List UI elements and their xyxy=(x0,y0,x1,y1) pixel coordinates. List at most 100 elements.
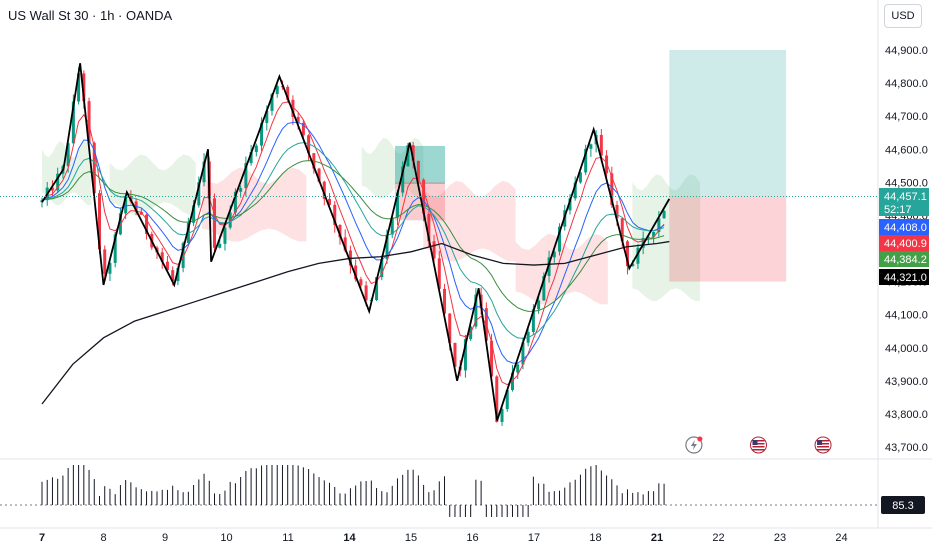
candle-body xyxy=(181,243,185,268)
candle-body xyxy=(662,211,666,219)
candle-body xyxy=(432,241,436,259)
candle-body xyxy=(558,226,562,252)
ichimoku-cloud-segment xyxy=(42,141,92,206)
candle-body xyxy=(542,275,546,301)
candle-body xyxy=(328,198,332,205)
x-tick-label: 9 xyxy=(162,532,168,544)
zigzag-path[interactable] xyxy=(41,63,671,421)
x-tick-label: 11 xyxy=(282,532,293,544)
long-position-tool[interactable] xyxy=(395,50,787,282)
candle-body xyxy=(118,213,122,235)
candle-body xyxy=(610,173,614,205)
y-tick-label: 43,700.0 xyxy=(885,442,928,454)
candle-body xyxy=(176,267,180,282)
price-badge-label: 44,321.0 xyxy=(884,272,927,284)
candle-body xyxy=(463,339,467,371)
price-badge xyxy=(879,219,929,235)
candle-body xyxy=(490,340,494,377)
time-axis[interactable]: 7 8 9 10 11 14 15 16 17 18 21 22 23 24 xyxy=(0,527,932,544)
candle-body xyxy=(474,294,478,327)
flag-stripe xyxy=(752,440,765,442)
indicator-value-text: 85.3 xyxy=(892,500,913,512)
candle-body xyxy=(286,86,290,100)
candle-body xyxy=(390,217,394,235)
candle-body xyxy=(516,364,520,373)
chart-title: US Wall St 30 · 1h · OANDA xyxy=(8,8,173,23)
position-stop-zone[interactable] xyxy=(669,196,787,282)
y-tick-label: 44,000.0 xyxy=(885,343,928,355)
candle-body xyxy=(453,342,457,367)
price-badge xyxy=(879,269,929,285)
y-tick-label: 44,100.0 xyxy=(885,310,928,322)
flag-stripe xyxy=(752,449,765,451)
candle-body xyxy=(437,258,441,289)
ichimoku-cloud-segment xyxy=(423,180,516,262)
y-tick-label: 43,900.0 xyxy=(885,376,928,388)
ichimoku-cloud-segment xyxy=(632,174,701,302)
candle-body xyxy=(584,148,588,173)
price-badge xyxy=(879,235,929,251)
candle-body xyxy=(505,390,509,410)
lower-indicator-pane[interactable]: 85.3 xyxy=(0,458,932,517)
candle-body xyxy=(646,236,650,238)
price-badge xyxy=(879,188,929,216)
candle-body xyxy=(270,94,274,111)
candle-body xyxy=(124,195,128,214)
candle-body xyxy=(631,263,635,267)
price-badge-label: 44,400.9 xyxy=(884,238,927,250)
flag-canton xyxy=(817,440,823,445)
candle-body xyxy=(77,73,81,102)
candle-body xyxy=(338,224,342,238)
x-tick-label: 21 xyxy=(651,532,663,544)
candle-body xyxy=(103,249,107,274)
candle-body xyxy=(92,142,96,194)
candle-body xyxy=(395,192,399,218)
candle-body xyxy=(322,181,326,199)
y-tick-label: 44,700.0 xyxy=(885,111,928,123)
candle-body xyxy=(406,145,410,167)
price-badge xyxy=(879,251,929,267)
candle-body xyxy=(113,234,117,263)
candle-body xyxy=(50,187,54,191)
candle-body xyxy=(296,116,300,123)
flag-stripe xyxy=(752,443,765,445)
candle-body xyxy=(197,182,201,206)
position-profit-zone[interactable] xyxy=(669,50,787,197)
candle-body xyxy=(573,182,577,199)
candle-body xyxy=(301,122,305,136)
event-dot xyxy=(697,436,703,442)
currency-button[interactable]: USD xyxy=(884,4,922,28)
candlestick-series xyxy=(40,67,666,426)
candle-body xyxy=(218,243,222,248)
candle-body xyxy=(599,134,603,156)
zigzag-line[interactable] xyxy=(41,63,671,421)
candle-body xyxy=(521,342,525,365)
candle-body xyxy=(443,288,447,314)
x-tick-label: 22 xyxy=(712,532,724,544)
flag-stripe xyxy=(817,440,830,442)
x-tick-label: 23 xyxy=(774,532,786,544)
candle-body xyxy=(657,218,661,232)
flag-stripe xyxy=(817,449,830,451)
candle-body xyxy=(202,161,206,183)
ema-slower-line xyxy=(41,160,665,312)
ema-fast-line xyxy=(41,101,665,386)
x-tick-label: 24 xyxy=(835,532,847,544)
indicator-value-badge xyxy=(881,496,925,514)
moving-averages xyxy=(41,101,670,405)
x-tick-label: 8 xyxy=(100,532,106,544)
y-tick-label: 43,800.0 xyxy=(885,409,928,421)
economic-events-row[interactable] xyxy=(685,436,832,454)
x-tick-label: 14 xyxy=(343,532,356,544)
candle-body xyxy=(66,143,70,167)
candle-body xyxy=(233,191,237,213)
candle-body xyxy=(82,73,86,102)
candle-body xyxy=(375,277,379,300)
lightning-glyph xyxy=(690,440,697,450)
candle-body xyxy=(354,265,358,280)
candle-body xyxy=(223,227,227,244)
candle-body xyxy=(620,218,624,242)
x-tick-label: 15 xyxy=(405,532,417,544)
